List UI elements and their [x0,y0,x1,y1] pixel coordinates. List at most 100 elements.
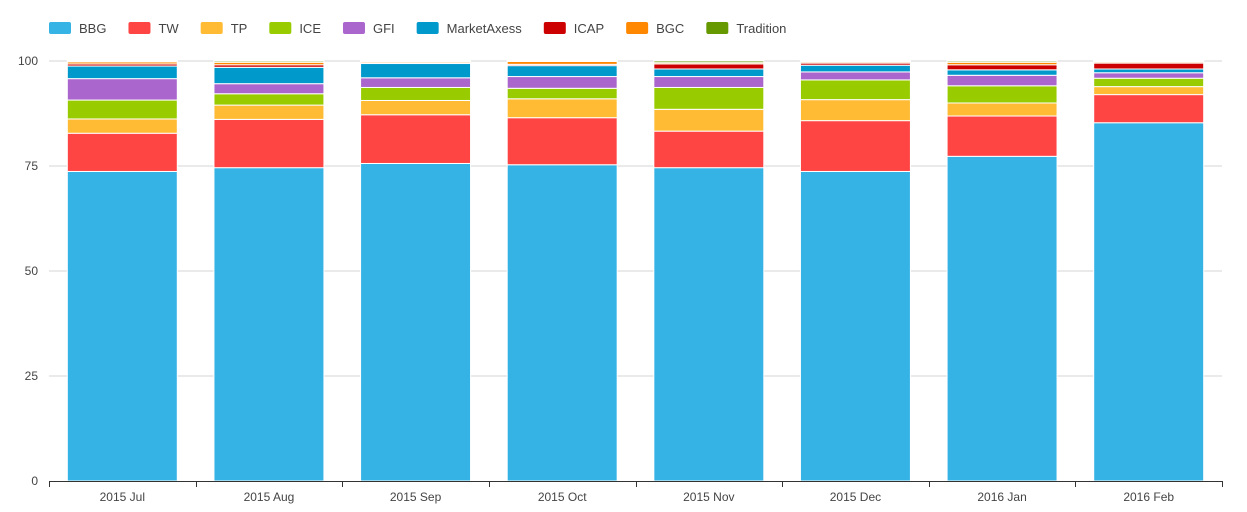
bar-segment-ice[interactable] [800,80,910,100]
bar-stack-2015-nov[interactable] [654,61,764,481]
bar-segment-icap[interactable] [947,65,1057,70]
legend-swatch [706,22,728,34]
bar-segment-tw[interactable] [947,116,1057,156]
y-tick-label: 25 [25,369,39,383]
bar-segment-bbg[interactable] [654,168,764,481]
x-tick-label: 2015 Oct [538,490,587,504]
bar-segment-gfi[interactable] [800,72,910,80]
bar-stack-2015-aug[interactable] [214,61,324,481]
legend-item-tradition[interactable]: Tradition [706,21,786,36]
bar-segment-bbg[interactable] [947,156,1057,481]
bar-segment-bbg[interactable] [214,168,324,481]
bar-segment-marketaxess[interactable] [947,70,1057,75]
bar-segment-tp[interactable] [214,105,324,119]
bar-segment-tw[interactable] [214,119,324,167]
legend-item-marketaxess[interactable]: MarketAxess [417,21,523,36]
bar-segment-bbg[interactable] [361,163,471,481]
legend-item-tw[interactable]: TW [128,21,179,36]
x-tick-label: 2016 Jan [977,490,1026,504]
bar-segment-gfi[interactable] [1094,73,1204,78]
bar-segment-tw[interactable] [800,121,910,172]
legend-item-bbg[interactable]: BBG [49,21,106,36]
bar-stack-2015-jul[interactable] [67,61,177,481]
bar-segment-bbg[interactable] [507,165,617,481]
bar-segment-marketaxess[interactable] [67,66,177,79]
legend-swatch [343,22,365,34]
bar-segment-gfi[interactable] [67,79,177,100]
bar-stack-2016-jan[interactable] [947,61,1057,481]
x-tick-label: 2015 Jul [100,490,145,504]
bar-segment-ice[interactable] [361,87,471,100]
bar-segment-bbg[interactable] [1094,123,1204,481]
bar-segment-tp[interactable] [654,109,764,131]
bar-segment-tp[interactable] [507,99,617,118]
bar-segment-tw[interactable] [507,118,617,165]
bar-segment-marketaxess[interactable] [361,64,471,78]
legend-item-ice[interactable]: ICE [269,21,321,36]
bar-segment-tw[interactable] [1094,95,1204,123]
bar-segment-tradition[interactable] [654,61,764,63]
legend-swatch [201,22,223,34]
legend-label: GFI [373,21,395,36]
bar-segment-ice[interactable] [507,88,617,99]
bar-segment-marketaxess[interactable] [654,69,764,77]
bar-segment-icap[interactable] [654,64,764,69]
bar-stack-2015-dec[interactable] [800,61,910,481]
bar-segment-marketaxess[interactable] [507,66,617,77]
legend-label: TP [231,21,248,36]
bar-segment-marketaxess[interactable] [800,65,910,72]
bar-segment-tradition[interactable] [214,61,324,62]
bar-segment-bbg[interactable] [800,171,910,481]
bar-segment-tradition[interactable] [800,61,910,62]
bar-segment-tradition[interactable] [947,61,1057,62]
bar-segment-ice[interactable] [1094,78,1204,86]
legend-swatch [49,22,71,34]
bar-segment-tp[interactable] [800,100,910,121]
legend-item-icap[interactable]: ICAP [544,21,604,36]
legend: BBG TW TP ICE GFI MarketAxess ICAP BGC Tradition [49,21,786,36]
bar-segment-tp[interactable] [67,119,177,133]
bar-segment-tw[interactable] [654,131,764,168]
bar-segment-icap[interactable] [1094,63,1204,69]
bar-segment-tp[interactable] [1094,87,1204,95]
bar-segment-tradition[interactable] [67,61,177,62]
bar-segment-tp[interactable] [361,100,471,114]
bar-segment-gfi[interactable] [507,77,617,89]
bar-segment-ice[interactable] [214,94,324,105]
bar-segment-gfi[interactable] [214,84,324,94]
bar-segment-marketaxess[interactable] [1094,69,1204,73]
legend-label: ICE [299,21,321,36]
bar-segment-ice[interactable] [654,87,764,109]
legend-swatch [544,22,566,34]
legend-label: MarketAxess [447,21,523,36]
legend-swatch [269,22,291,34]
bar-segment-bbg[interactable] [67,171,177,481]
bar-segment-gfi[interactable] [361,78,471,88]
bar-segment-tp[interactable] [947,103,1057,116]
bar-stack-2016-feb[interactable] [1094,61,1204,481]
legend-label: Tradition [736,21,786,36]
legend-item-tp[interactable]: TP [201,21,248,36]
legend-swatch [128,22,150,34]
y-tick-label: 50 [25,264,39,278]
bar-segment-tw[interactable] [361,115,471,164]
legend-swatch [626,22,648,34]
bar-segment-marketaxess[interactable] [214,67,324,83]
bar-stack-2015-sep[interactable] [361,61,471,481]
legend-item-bgc[interactable]: BGC [626,21,684,36]
bar-segment-ice[interactable] [947,86,1057,103]
bar-segment-gfi[interactable] [654,77,764,88]
legend-label: ICAP [574,21,604,36]
legend-label: TW [158,21,179,36]
bar-stack-2015-oct[interactable] [507,61,617,481]
y-tick-label: 75 [25,159,39,173]
x-tick-label: 2015 Nov [683,490,734,504]
bar-segment-tw[interactable] [67,133,177,171]
bar-segment-ice[interactable] [67,100,177,119]
legend-item-gfi[interactable]: GFI [343,21,395,36]
x-tick-label: 2015 Sep [390,490,442,504]
bar-segment-gfi[interactable] [947,75,1057,86]
bar-segment-tradition[interactable] [1094,61,1204,62]
